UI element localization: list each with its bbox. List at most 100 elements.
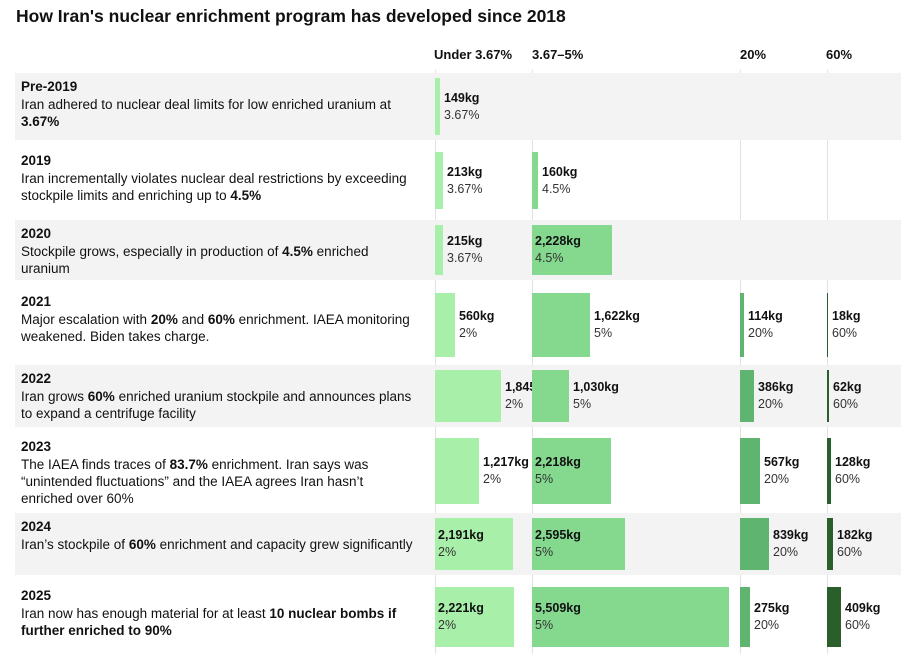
description-text: enrichment. Iran says was “unintended fl… — [21, 457, 369, 506]
value-kg: 2,228kg — [535, 234, 581, 248]
value-kg: 128kg — [835, 455, 871, 469]
value-enrichment: 5% — [535, 472, 554, 486]
table-row: 2025 Iran now has enough material for at … — [15, 582, 901, 652]
row-year: 2024 — [21, 519, 52, 534]
value-enrichment: 60% — [845, 618, 871, 632]
bar-under-3-67 — [435, 152, 443, 209]
value-enrichment: 20% — [748, 326, 774, 340]
value-enrichment: 3.67% — [444, 108, 480, 122]
data-label: 1,030kg 5% — [573, 379, 619, 413]
description-text: enrichment. IAEA monitoring weakened. Bi… — [21, 312, 410, 344]
gridline-60 — [827, 70, 828, 654]
description-emphasis: 20% — [150, 312, 178, 327]
value-kg: 2,191kg — [438, 528, 484, 542]
row-year: 2025 — [21, 588, 52, 603]
description-text: The IAEA finds traces of — [21, 457, 170, 472]
table-row: 2021 Major escalation with 20% and 60% en… — [15, 288, 901, 362]
data-label: 213kg 3.67% — [447, 164, 482, 198]
data-label: 128kg 60% — [835, 454, 870, 488]
bar-60 — [827, 370, 829, 422]
value-kg: 215kg — [447, 234, 483, 248]
description-emphasis: 4.5% — [230, 188, 262, 203]
value-enrichment: 5% — [535, 618, 554, 632]
table-row: 2020 Stockpile grows, especially in produ… — [15, 220, 901, 280]
bar-60 — [827, 518, 833, 570]
data-label: 560kg 2% — [459, 308, 494, 342]
value-enrichment: 4.5% — [542, 182, 571, 196]
data-label: 149kg 3.67% — [444, 90, 479, 124]
bar-3-67-5 — [532, 293, 590, 357]
data-label: 5,509kg 5% — [535, 600, 581, 634]
value-enrichment: 20% — [754, 618, 780, 632]
column-header-60: 60% — [826, 47, 853, 62]
row-year: 2023 — [21, 439, 52, 454]
bar-60 — [827, 293, 828, 357]
description-text: enriched uranium stockpile and announces… — [21, 389, 412, 421]
row-description: The IAEA finds traces of 83.7% enrichmen… — [21, 456, 416, 507]
value-enrichment: 2% — [459, 326, 478, 340]
bar-under-3-67 — [435, 370, 501, 422]
bar-under-3-67 — [435, 78, 440, 135]
bar-3-67-5 — [532, 438, 611, 504]
value-enrichment: 5% — [573, 397, 592, 411]
bar-20 — [740, 518, 769, 570]
value-enrichment: 5% — [594, 326, 613, 340]
value-enrichment: 2% — [438, 618, 457, 632]
row-description: Major escalation with 20% and 60% enrich… — [21, 311, 416, 345]
description-emphasis: 10 nuclear bombs if further enriched to … — [21, 606, 397, 638]
row-year: 2020 — [21, 226, 52, 241]
value-enrichment: 20% — [773, 545, 799, 559]
gridline-3-67-5 — [532, 70, 533, 654]
value-enrichment: 20% — [764, 472, 790, 486]
row-description: Iran adhered to nuclear deal limits for … — [21, 96, 416, 130]
value-enrichment: 4.5% — [535, 251, 564, 265]
value-kg: 567kg — [764, 455, 800, 469]
bar-under-3-67 — [435, 587, 514, 647]
row-description: Iran now has enough material for at leas… — [21, 605, 416, 639]
data-label: 2,595kg 5% — [535, 527, 581, 561]
description-text: Iran now has enough material for at leas… — [21, 606, 270, 621]
value-kg: 1,622kg — [594, 309, 640, 323]
value-enrichment: 20% — [758, 397, 784, 411]
bar-3-67-5 — [532, 152, 538, 209]
value-enrichment: 60% — [832, 326, 858, 340]
description-emphasis: 60% — [87, 389, 115, 404]
row-year: Pre-2019 — [21, 79, 78, 94]
description-text: enrichment and capacity grew significant… — [155, 537, 413, 552]
value-kg: 275kg — [754, 601, 790, 615]
value-enrichment: 60% — [833, 397, 859, 411]
value-kg: 213kg — [447, 165, 483, 179]
value-enrichment: 5% — [535, 545, 554, 559]
value-enrichment: 2% — [438, 545, 457, 559]
value-kg: 62kg — [833, 380, 862, 394]
bar-20 — [740, 370, 754, 422]
bar-3-67-5 — [532, 370, 569, 422]
bar-60 — [827, 587, 841, 647]
data-label: 18kg 60% — [832, 308, 861, 342]
gridline-under-3-67 — [435, 70, 436, 654]
bar-20 — [740, 587, 750, 647]
data-label: 2,191kg 2% — [438, 527, 484, 561]
row-description: Iran’s stockpile of 60% enrichment and c… — [21, 536, 416, 553]
description-text: Iran’s stockpile of — [21, 537, 129, 552]
value-kg: 2,218kg — [535, 455, 581, 469]
bar-3-67-5 — [532, 518, 625, 570]
bar-60 — [827, 438, 831, 504]
data-label: 215kg 3.67% — [447, 233, 482, 267]
description-emphasis: 4.5% — [282, 244, 313, 259]
value-kg: 560kg — [459, 309, 495, 323]
value-enrichment: 60% — [835, 472, 861, 486]
description-emphasis: 83.7% — [169, 457, 208, 472]
value-enrichment: 3.67% — [447, 182, 483, 196]
chart-title: How Iran's nuclear enrichment program ha… — [16, 6, 566, 26]
value-kg: 149kg — [444, 91, 480, 105]
bar-under-3-67 — [435, 438, 479, 504]
value-kg: 160kg — [542, 165, 578, 179]
bar-under-3-67 — [435, 225, 443, 275]
value-kg: 386kg — [758, 380, 794, 394]
bar-under-3-67 — [435, 293, 455, 357]
bar-under-3-67 — [435, 518, 513, 570]
data-label: 114kg 20% — [748, 308, 783, 342]
table-row: 2024 Iran’s stockpile of 60% enrichment a… — [15, 513, 901, 575]
description-text: Iran incrementally violates nuclear deal… — [21, 171, 407, 203]
